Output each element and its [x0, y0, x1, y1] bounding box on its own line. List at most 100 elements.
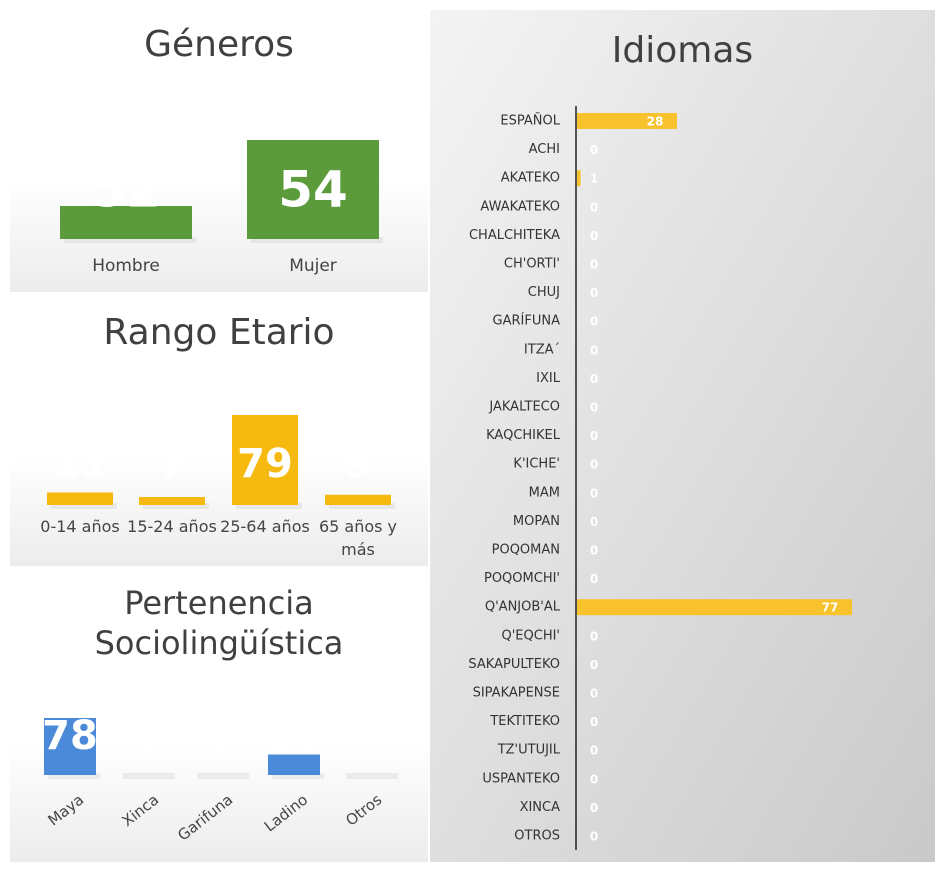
bar	[577, 599, 852, 616]
value-label: 0	[590, 486, 598, 500]
category-label: SAKAPULTEKO	[468, 657, 560, 672]
chart-title-box: Rango Etario	[103, 312, 335, 353]
category-label: 65 años y más	[318, 517, 398, 560]
chart-title-box: Pertenencia Sociolingüística	[94, 584, 344, 662]
value-label: 0	[590, 315, 598, 329]
category-label: Q'ANJOB'AL	[485, 600, 561, 615]
value-label: 0	[590, 658, 598, 672]
category-label: XINCA	[520, 800, 561, 815]
bar-shadow	[51, 503, 117, 509]
category-label-box: 65 años y más	[318, 517, 398, 560]
value-label: 0	[354, 713, 382, 759]
value-label: 7	[158, 441, 186, 487]
value-label: 77	[822, 601, 839, 615]
value-label: 0	[590, 830, 598, 844]
value-label: 0	[590, 372, 598, 386]
category-label: CH'ORTI'	[504, 257, 560, 272]
bar	[247, 140, 379, 239]
value-label: 52	[91, 161, 161, 219]
category-label: K'ICHE'	[513, 457, 560, 472]
value-label: 0	[131, 713, 159, 759]
category-label: GARÍFUNA	[493, 313, 561, 329]
chart-title: Pertenencia Sociolingüística	[94, 584, 344, 662]
category-label: Hombre	[92, 256, 160, 276]
chart-title: Rango Etario	[103, 312, 335, 353]
category-label: POQOMCHI'	[484, 571, 560, 586]
category-label-box: 25-64 años	[220, 517, 310, 536]
value-label: 0	[590, 458, 598, 472]
panel	[10, 294, 428, 566]
value-label: 0	[590, 429, 598, 443]
value-label: 0	[590, 229, 598, 243]
value-label: 9	[344, 441, 372, 487]
value-label: 11	[52, 441, 108, 487]
category-label: USPANTEKO	[482, 771, 560, 786]
category-label: IXIL	[536, 371, 561, 386]
chart-title-box: Géneros	[144, 24, 294, 65]
bar-shadow	[123, 773, 175, 779]
chart-title: Idiomas	[611, 30, 754, 71]
category-label: JAKALTECO	[488, 400, 560, 415]
bar-shadow	[48, 773, 100, 779]
category-label: ITZA´	[524, 342, 560, 357]
category-label: CHALCHITEKA	[469, 228, 560, 243]
category-label: 0-14 años	[40, 517, 120, 536]
category-label: CHUJ	[528, 285, 560, 300]
category-label: AWAKATEKO	[480, 199, 560, 214]
value-label: 0	[590, 572, 598, 586]
value-label: 0	[590, 286, 598, 300]
category-label: POQOMAN	[492, 543, 560, 558]
category-label: MAM	[529, 485, 560, 500]
category-label: KAQCHIKEL	[486, 428, 561, 443]
bar	[139, 497, 205, 505]
bar	[232, 415, 298, 505]
bar-shadow	[64, 237, 196, 243]
value-label: 0	[590, 143, 598, 157]
bar-shadow	[197, 773, 249, 779]
value-label: 0	[590, 343, 598, 357]
category-label: AKATEKO	[501, 171, 560, 186]
category-label: Mujer	[289, 256, 337, 276]
bar	[577, 113, 677, 129]
category-label: OTROS	[514, 829, 560, 844]
panel	[10, 568, 428, 862]
value-label: 0	[590, 744, 598, 758]
bar-shadow	[251, 237, 383, 243]
category-label-box: 0-14 años	[40, 517, 120, 536]
bar-shadow	[346, 773, 398, 779]
bar-shadow	[236, 503, 302, 509]
bar	[577, 170, 581, 187]
category-label: TZ'UTUJIL	[497, 743, 561, 758]
bar	[268, 754, 320, 775]
bar	[60, 206, 192, 239]
value-label: 0	[590, 687, 598, 701]
value-label: 54	[278, 161, 348, 219]
value-label: 78	[42, 713, 98, 759]
value-label: 28	[266, 713, 322, 759]
chart-title-box: Idiomas	[611, 30, 754, 71]
category-label-box: Hombre	[92, 256, 160, 276]
value-label: 0	[590, 629, 598, 643]
chart-title: Géneros	[144, 24, 294, 65]
bar-shadow	[329, 503, 395, 509]
category-label: SIPAKAPENSE	[473, 686, 560, 701]
value-label: 1	[590, 172, 598, 186]
category-label: ACHI	[529, 142, 560, 157]
value-label: 0	[590, 515, 598, 529]
value-label: 79	[237, 441, 293, 487]
bar	[47, 492, 113, 505]
category-label-box: Mujer	[289, 256, 337, 276]
bar	[325, 494, 391, 505]
bar-shadow	[272, 773, 324, 779]
value-label: 0	[590, 772, 598, 786]
value-label: 0	[590, 801, 598, 815]
category-label: TEKTITEKO	[489, 714, 560, 729]
value-label: 28	[647, 115, 664, 129]
value-label: 0	[590, 258, 598, 272]
category-label: 15-24 años	[127, 517, 217, 536]
bar	[44, 718, 96, 775]
value-label: 0	[590, 715, 598, 729]
category-label: MOPAN	[513, 514, 560, 529]
value-label: 0	[205, 713, 233, 759]
